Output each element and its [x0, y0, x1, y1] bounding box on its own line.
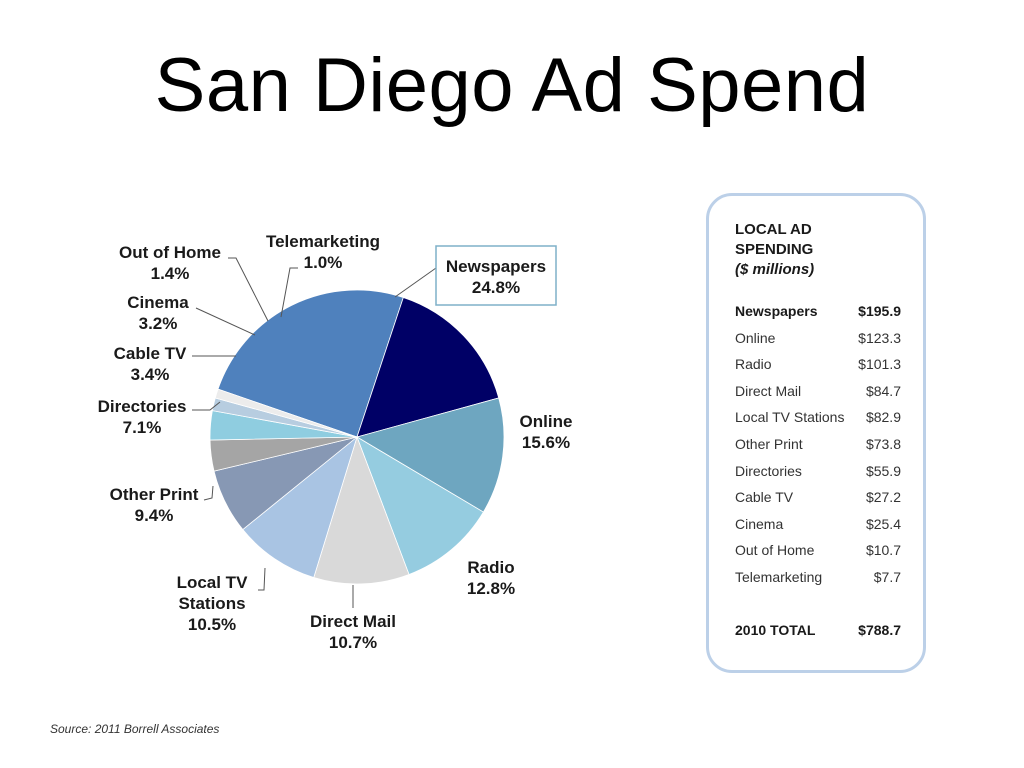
- pie-label-telemarketing: Telemarketing 1.0%: [266, 232, 380, 272]
- spend-row: Radio $101.3: [735, 354, 901, 374]
- spend-row: Directories $55.9: [735, 461, 901, 481]
- spend-row-value: $10.7: [865, 542, 901, 559]
- pie-leader-other-print: [203, 485, 214, 501]
- spend-row-name: Cinema: [735, 515, 784, 532]
- spend-row-name: Online: [735, 329, 776, 346]
- total-value: $788.7: [858, 622, 901, 638]
- pie-chart: Newspapers 24.8% Online 15.6% Radio 12.8% Dire…: [98, 232, 573, 652]
- pie-label-value: 9.4%: [135, 506, 174, 525]
- pie-label-value: 10.7%: [329, 633, 377, 652]
- spend-row-value: $84.7: [865, 382, 901, 399]
- local-ad-spending-panel: LOCAL AD SPENDING ($ millions) Newspaper…: [706, 193, 926, 673]
- pie-label-value: 15.6%: [522, 433, 570, 452]
- pie-label-value: 3.2%: [139, 314, 178, 333]
- pie-label-name: Other Print: [110, 485, 199, 504]
- pie-leader-local-tv-stations: [258, 567, 266, 591]
- pie-slice-radio: [355, 397, 505, 513]
- spend-row-value: $27.2: [865, 489, 901, 506]
- spend-row-value: $73.8: [865, 436, 901, 452]
- pie-label-value: 24.8%: [472, 278, 520, 297]
- spend-row-name: Direct Mail: [735, 382, 802, 399]
- pie-label-name: Directories: [98, 397, 187, 416]
- spend-row-name: Out of Home: [735, 542, 815, 559]
- pie-leader-out-of-home: [228, 257, 269, 322]
- pie-label-value: 1.4%: [151, 264, 190, 283]
- pie-label-value: 7.1%: [123, 418, 162, 437]
- pie-label-name: Cable TV: [114, 344, 187, 363]
- spend-row: Local TV Stations $82.9: [735, 407, 901, 427]
- spend-row: Telemarketing $7.7: [735, 567, 901, 587]
- pie-leader-cinema: [195, 307, 256, 336]
- pie-label-value: 10.5%: [188, 615, 236, 634]
- spend-row-value: $25.4: [865, 515, 901, 532]
- panel-heading-line-2: SPENDING: [735, 241, 814, 258]
- pie-label-name: Cinema: [127, 293, 189, 312]
- spend-row-value: $55.9: [865, 462, 901, 479]
- spend-row: Online $123.3: [735, 328, 901, 348]
- pie-label-box-newspapers: [435, 245, 557, 306]
- pie-label-online: Online 15.6%: [520, 412, 573, 452]
- total-row: 2010 TOTAL $788.7: [735, 620, 901, 640]
- spend-row-value: $123.3: [858, 329, 901, 346]
- pie-label-cinema: Cinema 3.2%: [127, 293, 189, 333]
- pie-label-direct-mail: Direct Mail 10.7%: [310, 612, 396, 652]
- spend-row-name: Newspapers: [735, 303, 818, 319]
- spend-row-name: Directories: [735, 462, 802, 479]
- pie-label-value: 3.4%: [131, 365, 170, 384]
- spend-row-name: Other Print: [735, 436, 803, 452]
- pie-label-name: Out of Home: [119, 243, 221, 262]
- pie-leader-directories: [192, 401, 221, 411]
- slide-title: San Diego Ad Spend: [154, 43, 870, 128]
- spend-row: Other Print $73.8: [735, 434, 901, 454]
- pie-slice-direct-mail: [356, 436, 484, 575]
- pie-label-local-tv-stations: Local TV Stations 10.5%: [177, 573, 249, 634]
- panel-heading-line-1: LOCAL AD: [735, 221, 812, 238]
- pie-leader-telemarketing: [280, 267, 298, 318]
- spend-row-name: Local TV Stations: [735, 409, 845, 426]
- pie-slice-online: [356, 296, 500, 438]
- pie-label-name: Newspapers: [446, 257, 546, 276]
- pie-slice-other-print: [242, 435, 358, 579]
- pie-label-name: Stations: [178, 594, 245, 613]
- pie-label-other-print: Other Print 9.4%: [110, 485, 199, 525]
- pie-slice-local-tv-stations: [313, 435, 410, 585]
- spend-row-value: $101.3: [858, 356, 901, 373]
- pie-label-value: 1.0%: [304, 253, 343, 272]
- pie-label-directories: Directories 7.1%: [98, 397, 187, 437]
- spend-row-name: Cable TV: [735, 489, 794, 506]
- pie-slice-newspapers: [217, 289, 404, 438]
- spend-row-value: $7.7: [873, 569, 901, 585]
- source-note: Source: 2011 Borrell Associates: [50, 722, 220, 736]
- pie-label-cable-tv: Cable TV 3.4%: [114, 344, 187, 384]
- spend-row-value: $195.9: [858, 303, 901, 319]
- pie-label-name: Direct Mail: [310, 612, 396, 631]
- spend-row: Out of Home $10.7: [735, 540, 901, 560]
- pie-slice-telemarketing: [214, 388, 358, 438]
- total-label: 2010 TOTAL: [735, 622, 816, 638]
- spend-row-name: Radio: [735, 356, 772, 373]
- spend-row: Direct Mail $84.7: [735, 381, 901, 401]
- panel-units: ($ millions): [735, 261, 815, 278]
- spend-row: Cable TV $27.2: [735, 487, 901, 507]
- spend-row-name: Telemarketing: [735, 569, 823, 585]
- pie-label-name: Local TV: [177, 573, 249, 592]
- pie-label-newspapers: Newspapers 24.8%: [446, 257, 546, 297]
- spend-row-value: $82.9: [865, 409, 901, 426]
- spend-row: Cinema $25.4: [735, 514, 901, 534]
- pie-label-name: Telemarketing: [266, 232, 380, 251]
- pie-label-name: Online: [520, 412, 573, 431]
- pie-label-name: Radio: [467, 558, 514, 577]
- pie-label-value: 12.8%: [467, 579, 515, 598]
- spend-row: Newspapers $195.9: [735, 301, 901, 321]
- pie-label-out-of-home: Out of Home 1.4%: [119, 243, 221, 283]
- pie-label-radio: Radio 12.8%: [467, 558, 515, 598]
- pie-leader-newspapers: [394, 267, 437, 298]
- panel-heading: LOCAL AD SPENDING ($ millions): [735, 220, 814, 280]
